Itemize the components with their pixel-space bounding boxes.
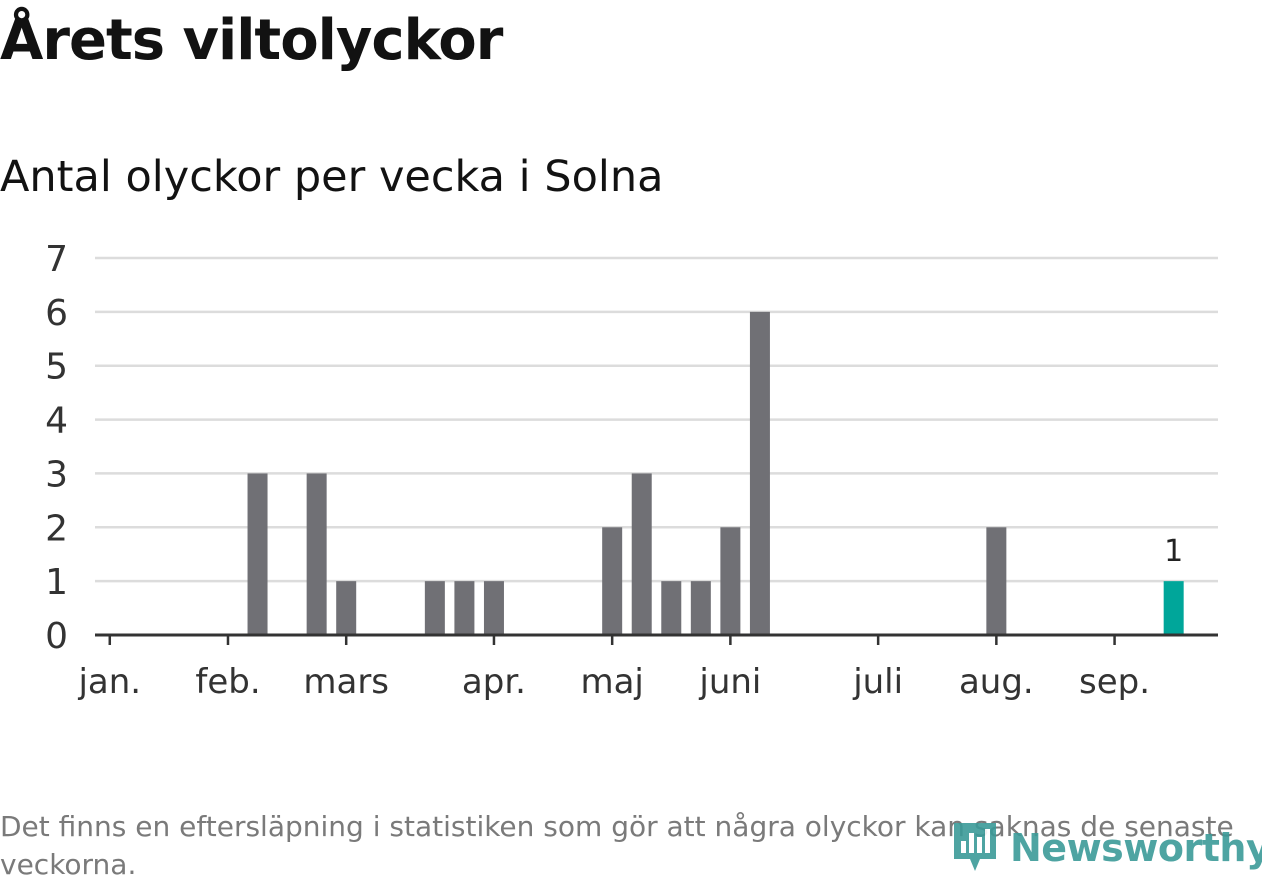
x-tick-label: apr. (462, 662, 526, 702)
y-tick-label: 3 (45, 454, 68, 495)
y-tick-label: 2 (45, 508, 68, 549)
chart-title: Årets viltolyckor (0, 8, 503, 73)
y-tick-label: 6 (45, 293, 68, 334)
newsworthy-logo-icon (954, 823, 996, 871)
x-tick-label: jan. (77, 662, 141, 702)
newsworthy-logo: Newsworthy (950, 818, 1262, 878)
bar (247, 473, 268, 635)
x-tick-label: juli (852, 662, 903, 702)
bar (602, 527, 623, 635)
bar (661, 581, 682, 635)
bars: 1 (247, 311, 1184, 635)
y-tick-label: 0 (45, 616, 68, 657)
bar (720, 527, 741, 635)
y-axis-ticks: 0 1 2 3 4 5 6 7 (45, 239, 68, 657)
x-axis-ticks: jan. feb. mars apr. maj juni juli aug. sep. (77, 635, 1150, 702)
bar (336, 581, 357, 635)
bar (690, 581, 711, 635)
bar (631, 473, 652, 635)
logo-text: Newsworthy (1010, 826, 1262, 870)
highlight-bar (1163, 581, 1184, 635)
y-tick-label: 7 (45, 239, 68, 280)
bar (424, 581, 445, 635)
y-tick-label: 5 (45, 347, 68, 388)
x-tick-label: feb. (195, 662, 260, 702)
x-tick-label: sep. (1079, 662, 1150, 702)
bar-chart: 0 1 2 3 4 5 6 7 1 jan. feb. mars apr. maj juni juli au… (45, 239, 1218, 702)
x-tick-label: mars (303, 662, 389, 702)
chart-subtitle: Antal olyckor per vecka i Solna (0, 152, 664, 202)
x-tick-label: aug. (959, 662, 1034, 702)
bar (986, 527, 1007, 635)
y-tick-label: 4 (45, 401, 68, 442)
bar (454, 581, 475, 635)
grid-lines (95, 256, 1218, 583)
x-tick-label: juni (698, 662, 761, 702)
bar (749, 311, 770, 635)
y-tick-label: 1 (45, 562, 68, 603)
bar-data-label: 1 (1164, 534, 1183, 569)
x-tick-label: maj (580, 662, 643, 702)
bar (306, 473, 327, 635)
bar (483, 581, 504, 635)
footnote: Det finns en eftersläpning i statistiken… (0, 810, 1234, 881)
